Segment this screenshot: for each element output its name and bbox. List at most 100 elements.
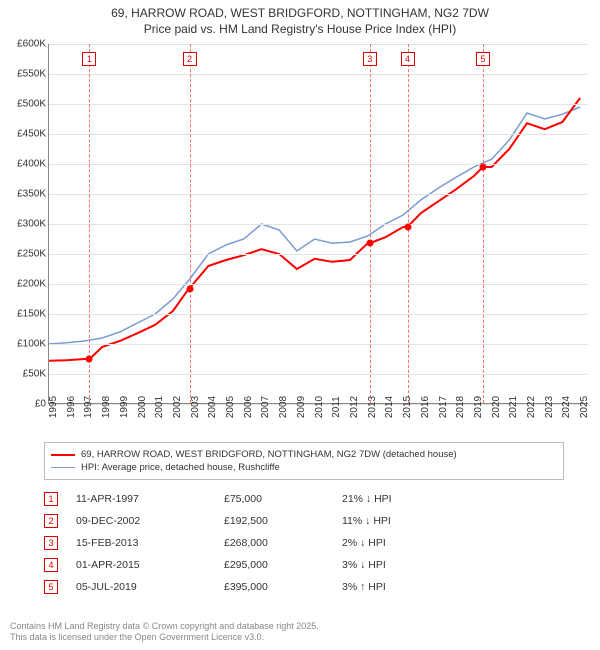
legend-row-hpi: HPI: Average price, detached house, Rush… (51, 462, 557, 473)
footer: Contains HM Land Registry data © Crown c… (10, 621, 319, 644)
sales-row: 111-APR-1997£75,00021% ↓ HPI (44, 488, 564, 510)
ygrid-line (49, 194, 588, 195)
ytick-label: £100K (17, 339, 46, 350)
sale-marker: 2 (183, 52, 197, 66)
title-line2: Price paid vs. HM Land Registry's House … (0, 22, 600, 38)
title-line1: 69, HARROW ROAD, WEST BRIDGFORD, NOTTING… (0, 6, 600, 22)
sale-vline (370, 44, 371, 403)
xtick-label: 2006 (243, 396, 254, 418)
xtick-label: 1998 (101, 396, 112, 418)
xtick-label: 2009 (296, 396, 307, 418)
sale-dot (366, 240, 373, 247)
ygrid-line (49, 374, 588, 375)
legend: 69, HARROW ROAD, WEST BRIDGFORD, NOTTING… (44, 442, 564, 480)
sale-dot (186, 285, 193, 292)
sales-date: 15-FEB-2013 (76, 537, 206, 549)
footer-line1: Contains HM Land Registry data © Crown c… (10, 621, 319, 633)
series-property (49, 98, 580, 361)
sale-vline (483, 44, 484, 403)
sales-row: 209-DEC-2002£192,50011% ↓ HPI (44, 510, 564, 532)
xtick-label: 2004 (207, 396, 218, 418)
xtick-label: 2016 (420, 396, 431, 418)
xtick-label: 2013 (367, 396, 378, 418)
ytick-label: £400K (17, 159, 46, 170)
xtick-label: 1995 (48, 396, 59, 418)
xtick-label: 2023 (544, 396, 555, 418)
legend-label-property: 69, HARROW ROAD, WEST BRIDGFORD, NOTTING… (81, 449, 457, 460)
sales-idx: 2 (44, 514, 58, 528)
ytick-label: £0 (35, 399, 46, 410)
ytick-label: £250K (17, 249, 46, 260)
ygrid-line (49, 134, 588, 135)
xtick-label: 2005 (225, 396, 236, 418)
legend-swatch-hpi (51, 467, 75, 468)
ytick-label: £50K (23, 369, 46, 380)
xtick-label: 2019 (473, 396, 484, 418)
sales-row: 401-APR-2015£295,0003% ↓ HPI (44, 554, 564, 576)
sales-date: 09-DEC-2002 (76, 515, 206, 527)
ygrid-line (49, 254, 588, 255)
sale-marker: 3 (363, 52, 377, 66)
plot-area: 12345 (48, 44, 588, 404)
footer-line2: This data is licensed under the Open Gov… (10, 632, 319, 644)
xtick-label: 2021 (508, 396, 519, 418)
sales-date: 01-APR-2015 (76, 559, 206, 571)
sale-vline (89, 44, 90, 403)
xtick-label: 2020 (491, 396, 502, 418)
ytick-label: £350K (17, 189, 46, 200)
ygrid-line (49, 344, 588, 345)
series-hpi (49, 107, 580, 344)
sales-price: £295,000 (224, 559, 324, 571)
sale-marker: 1 (82, 52, 96, 66)
ygrid-line (49, 284, 588, 285)
ygrid-line (49, 164, 588, 165)
xtick-label: 2018 (455, 396, 466, 418)
xtick-label: 2011 (331, 396, 342, 418)
xtick-label: 1996 (66, 396, 77, 418)
xtick-label: 2022 (526, 396, 537, 418)
sales-delta: 11% ↓ HPI (342, 515, 462, 527)
ytick-label: £550K (17, 69, 46, 80)
xtick-label: 1999 (119, 396, 130, 418)
xtick-label: 2010 (314, 396, 325, 418)
sales-table: 111-APR-1997£75,00021% ↓ HPI 2 09-DEC-2002… (44, 488, 564, 598)
ygrid-line (49, 314, 588, 315)
xtick-label: 2000 (137, 396, 148, 418)
xtick-label: 1997 (83, 396, 94, 418)
sales-date: 05-JUL-2019 (76, 581, 206, 593)
xtick-label: 2008 (278, 396, 289, 418)
ytick-label: £500K (17, 99, 46, 110)
sale-dot (404, 224, 411, 231)
xtick-label: 2003 (190, 396, 201, 418)
sale-vline (190, 44, 191, 403)
ytick-label: £600K (17, 39, 46, 50)
sales-delta: 3% ↓ HPI (342, 559, 462, 571)
ygrid-line (49, 44, 588, 45)
sales-delta: 3% ↑ HPI (342, 581, 462, 593)
xtick-label: 2024 (561, 396, 572, 418)
sale-marker: 4 (401, 52, 415, 66)
chart-area: 12345 £0£50K£100K£150K£200K£250K£300K£35… (8, 44, 592, 434)
sales-delta: 21% ↓ HPI (342, 493, 462, 505)
legend-row-property: 69, HARROW ROAD, WEST BRIDGFORD, NOTTING… (51, 449, 557, 460)
legend-swatch-property (51, 454, 75, 456)
legend-label-hpi: HPI: Average price, detached house, Rush… (81, 462, 280, 473)
ytick-label: £300K (17, 219, 46, 230)
xtick-label: 2002 (172, 396, 183, 418)
ytick-label: £150K (17, 309, 46, 320)
ygrid-line (49, 104, 588, 105)
sales-idx: 5 (44, 580, 58, 594)
ytick-label: £200K (17, 279, 46, 290)
chart-title: 69, HARROW ROAD, WEST BRIDGFORD, NOTTING… (0, 0, 600, 37)
xtick-label: 2015 (402, 396, 413, 418)
xtick-label: 2017 (438, 396, 449, 418)
sale-dot (479, 164, 486, 171)
sales-row: 505-JUL-2019£395,0003% ↑ HPI (44, 576, 564, 598)
ygrid-line (49, 74, 588, 75)
xtick-label: 2007 (260, 396, 271, 418)
xtick-label: 2012 (349, 396, 360, 418)
sale-dot (86, 356, 93, 363)
sales-idx: 3 (44, 536, 58, 550)
sales-idx: 1 (44, 492, 58, 506)
xtick-label: 2001 (154, 396, 165, 418)
